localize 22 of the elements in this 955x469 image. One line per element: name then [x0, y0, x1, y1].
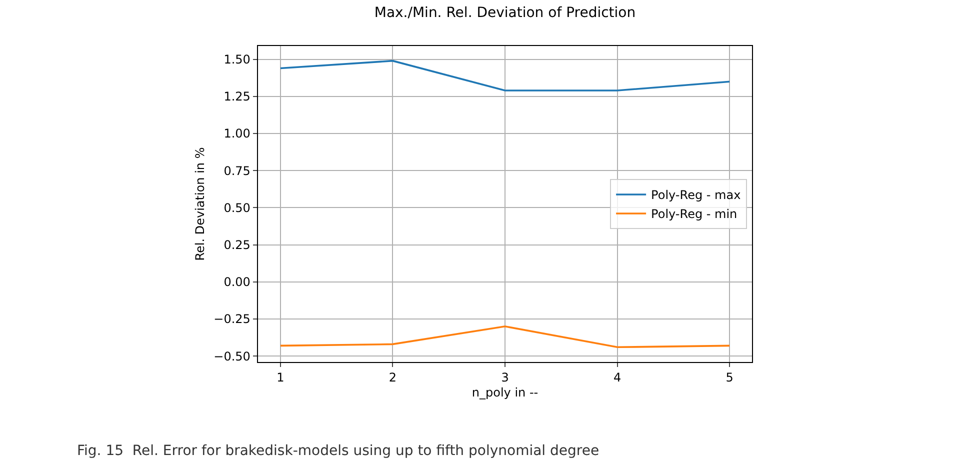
- legend-label: Poly-Reg - max: [651, 188, 741, 202]
- y-tick-label: −0.50: [214, 349, 250, 364]
- x-tick-label: 3: [501, 370, 509, 385]
- y-tick-label: 1.50: [224, 52, 250, 67]
- y-tick-label: 0.25: [224, 238, 250, 252]
- line-series: [280, 325, 730, 348]
- x-axis-title: n_poly in --: [472, 385, 538, 400]
- y-tick-label: 0.75: [224, 164, 250, 178]
- caption: Fig. 15 Rel. Error for brakedisk-models using up to fifth polynomial degree: [77, 443, 600, 459]
- chart-title: Max./Min. Rel. Deviation of Prediction: [374, 4, 636, 21]
- x-tick-label: 5: [726, 370, 734, 385]
- x-tick-label: 4: [613, 370, 622, 385]
- y-tick-label: −0.25: [214, 312, 250, 326]
- y-tick-label: 0.50: [224, 200, 250, 215]
- legend-label: Poly-Reg - min: [651, 207, 738, 222]
- y-tick-label: 1.25: [224, 90, 250, 104]
- x-tick-label: 1: [276, 370, 284, 385]
- y-axis-title: Rel. Deviation in %: [192, 147, 207, 261]
- y-tick-label: 1.00: [224, 126, 250, 141]
- line-series: [280, 60, 730, 92]
- x-tick-label: 2: [388, 370, 397, 385]
- y-tick-label: 0.00: [224, 275, 250, 290]
